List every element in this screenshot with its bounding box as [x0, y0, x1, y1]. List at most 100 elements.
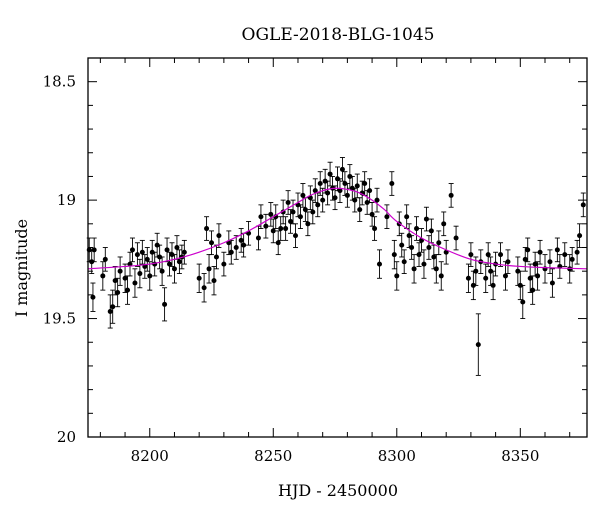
data-point: [517, 282, 523, 288]
data-point: [485, 252, 491, 258]
data-point: [337, 188, 343, 194]
data-point: [391, 252, 397, 258]
x-axis-label: HJD - 2450000: [278, 481, 398, 500]
data-point: [159, 268, 165, 274]
data-point: [288, 218, 294, 224]
data-point: [157, 254, 163, 260]
data-point: [342, 181, 348, 187]
data-point: [297, 214, 303, 220]
data-point: [132, 280, 138, 286]
data-point: [515, 268, 521, 274]
data-point: [372, 226, 378, 232]
data-point: [122, 275, 128, 281]
data-point: [468, 252, 474, 258]
data-point: [488, 268, 494, 274]
data-point: [344, 192, 350, 198]
data-points: [86, 166, 586, 348]
data-point: [577, 233, 583, 239]
data-point: [164, 247, 170, 253]
data-point: [426, 245, 432, 250]
data-point: [315, 202, 321, 208]
data-point: [389, 181, 395, 187]
data-point: [144, 256, 150, 262]
data-point: [169, 252, 175, 258]
data-point: [522, 256, 528, 262]
data-point: [547, 259, 553, 265]
data-point: [149, 249, 155, 255]
data-point: [325, 190, 331, 196]
data-point: [241, 242, 247, 248]
data-point: [505, 259, 511, 265]
y-tick-label: 19: [57, 191, 76, 209]
data-point: [357, 207, 363, 213]
data-point: [283, 226, 289, 232]
data-point: [317, 181, 323, 187]
data-point: [404, 214, 410, 220]
data-point: [335, 176, 340, 182]
data-point: [290, 209, 296, 215]
axis-ticks: [88, 57, 587, 438]
data-point: [100, 273, 106, 279]
data-point: [411, 266, 417, 272]
data-point: [107, 308, 113, 314]
data-point: [327, 171, 333, 177]
data-point: [549, 280, 555, 286]
data-point: [221, 261, 227, 267]
data-point: [213, 254, 219, 260]
data-point: [364, 199, 370, 205]
data-point: [347, 173, 353, 179]
data-point: [216, 233, 222, 239]
data-point: [475, 342, 481, 348]
data-point: [300, 192, 306, 198]
data-point: [258, 214, 264, 220]
data-point: [453, 235, 459, 241]
data-point: [154, 242, 160, 248]
data-point: [530, 287, 536, 293]
data-point: [502, 273, 508, 279]
data-point: [139, 249, 145, 255]
data-point: [376, 261, 382, 267]
data-point: [431, 254, 437, 260]
data-point: [423, 216, 429, 222]
data-point: [416, 252, 422, 258]
data-point: [255, 235, 261, 241]
data-point: [433, 266, 439, 272]
data-point: [176, 259, 182, 265]
data-point: [332, 195, 338, 201]
data-point: [228, 249, 234, 255]
data-point: [384, 214, 390, 220]
x-tick-label: 8200: [131, 447, 169, 465]
data-point: [490, 282, 496, 288]
data-point: [127, 261, 133, 267]
data-point: [204, 226, 210, 232]
data-point: [125, 287, 131, 293]
data-point: [209, 240, 215, 246]
data-point: [562, 252, 568, 258]
data-point: [569, 256, 575, 262]
data-point: [117, 268, 123, 274]
data-point: [436, 240, 442, 246]
plot-frame: [87, 57, 588, 438]
data-point: [532, 261, 538, 267]
model-curve: [87, 187, 588, 270]
data-point: [339, 166, 345, 172]
data-point: [421, 261, 427, 267]
data-point: [580, 202, 586, 208]
data-point: [414, 226, 420, 232]
data-point: [305, 221, 311, 227]
data-point: [498, 252, 504, 258]
x-tick-label: 8250: [254, 447, 292, 465]
data-point: [102, 256, 108, 262]
x-tick-label: 8300: [378, 447, 416, 465]
data-point: [574, 249, 580, 255]
data-point: [537, 249, 543, 255]
data-point: [520, 299, 526, 305]
data-point: [438, 273, 444, 279]
data-point: [354, 183, 360, 189]
data-point: [174, 245, 180, 250]
data-point: [181, 249, 187, 255]
data-point: [483, 275, 489, 281]
data-point: [369, 211, 375, 217]
data-point: [535, 273, 541, 279]
y-tick-label: 19.5: [43, 310, 76, 328]
